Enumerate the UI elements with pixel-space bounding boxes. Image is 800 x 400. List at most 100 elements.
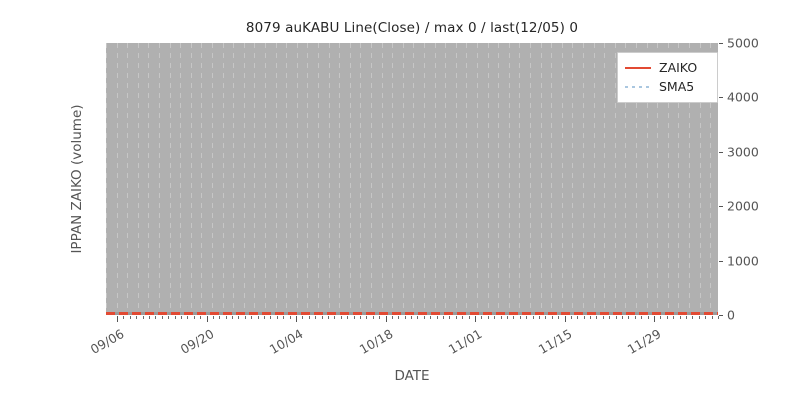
- gridline-vertical: [286, 43, 287, 315]
- x-tick-minor: [322, 316, 323, 319]
- gridline-vertical: [276, 43, 277, 315]
- solid-line-swatch: [625, 62, 651, 74]
- vertical-gridlines: [106, 43, 718, 315]
- x-tick-minor: [155, 316, 156, 319]
- gridline-vertical: [254, 43, 255, 315]
- x-tick-minor: [469, 316, 470, 319]
- gridline-vertical: [339, 43, 340, 315]
- x-tick-minor: [443, 316, 444, 319]
- x-tick-minor: [341, 316, 342, 319]
- y-tick-mark: [719, 151, 723, 153]
- x-tick-minor: [168, 316, 169, 319]
- y-tick-label: 3000: [727, 144, 759, 160]
- x-tick-minor: [379, 316, 380, 319]
- x-tick-minor: [175, 316, 176, 319]
- x-tick-minor: [373, 316, 374, 319]
- gridline-vertical: [403, 43, 404, 315]
- x-tick-minor: [130, 316, 131, 319]
- x-tick-minor: [609, 316, 610, 319]
- gridline-vertical: [488, 43, 489, 315]
- x-tick-minor: [226, 316, 227, 319]
- x-tick-minor: [590, 316, 591, 319]
- gridline-vertical: [594, 43, 595, 315]
- gridline-vertical: [392, 43, 393, 315]
- x-tick-minor: [424, 316, 425, 319]
- y-axis-title: IPPAN ZAIKO (volume): [69, 104, 85, 254]
- x-tick-minor: [616, 316, 617, 319]
- y-tick-mark: [719, 206, 723, 208]
- legend-item-sma5[interactable]: SMA5: [625, 77, 710, 96]
- x-tick-minor: [149, 316, 150, 319]
- x-tick-minor: [405, 316, 406, 319]
- x-tick-minor: [596, 316, 597, 319]
- x-tick-minor: [584, 316, 585, 319]
- x-tick-label: 09/20: [177, 326, 216, 358]
- gridline-vertical: [636, 43, 637, 315]
- gridline-vertical: [668, 43, 669, 315]
- x-tick-minor: [648, 316, 649, 319]
- x-tick-minor: [456, 316, 457, 319]
- x-tick-minor: [507, 316, 508, 319]
- x-tick-minor: [187, 316, 188, 319]
- x-tick-minor: [417, 316, 418, 319]
- chart-legend[interactable]: ZAIKO SMA5: [617, 52, 718, 103]
- x-tick-minor: [501, 316, 502, 319]
- gridline-vertical: [106, 43, 107, 315]
- x-tick-minor: [238, 316, 239, 319]
- gridline-vertical: [223, 43, 224, 315]
- gridline-vertical: [700, 43, 701, 315]
- x-tick-minor: [603, 316, 604, 319]
- gridline-vertical: [159, 43, 160, 315]
- gridline-vertical: [329, 43, 330, 315]
- gridline-vertical: [318, 43, 319, 315]
- gridline-vertical: [201, 43, 202, 315]
- legend-label-sma5: SMA5: [659, 79, 695, 94]
- gridline-vertical: [297, 43, 298, 315]
- x-tick-label: 10/04: [266, 326, 306, 358]
- x-tick-minor: [712, 316, 713, 319]
- gridline-vertical: [562, 43, 563, 315]
- x-tick-minor: [520, 316, 521, 319]
- gridline-vertical: [466, 43, 467, 315]
- legend-item-zaiko[interactable]: ZAIKO: [625, 58, 710, 77]
- x-tick-minor: [680, 316, 681, 319]
- x-tick-label: 09/06: [87, 326, 127, 358]
- gridline-vertical: [371, 43, 372, 315]
- x-tick-minor: [334, 316, 335, 319]
- x-tick-minor: [162, 316, 163, 319]
- gridline-vertical: [498, 43, 499, 315]
- gridline-vertical: [519, 43, 520, 315]
- x-tick-minor: [290, 316, 291, 319]
- legend-label-zaiko: ZAIKO: [659, 60, 698, 75]
- x-axis-title: DATE: [394, 368, 430, 384]
- x-tick-major: [296, 316, 297, 322]
- series-line-zaiko: [106, 312, 718, 315]
- x-tick-major: [117, 316, 118, 322]
- x-tick-minor: [245, 316, 246, 319]
- x-tick-minor: [181, 316, 182, 319]
- y-tick-label: 5000: [727, 35, 759, 51]
- x-tick-minor: [699, 316, 700, 319]
- y-tick-mark: [719, 260, 723, 262]
- x-tick-major: [654, 316, 655, 322]
- gridline-vertical: [572, 43, 573, 315]
- x-tick-minor: [143, 316, 144, 319]
- x-tick-minor: [577, 316, 578, 319]
- x-tick-label: 11/29: [624, 326, 664, 358]
- x-tick-minor: [251, 316, 252, 319]
- gridline-vertical: [435, 43, 436, 315]
- x-tick-minor: [526, 316, 527, 319]
- x-tick-minor: [718, 316, 719, 319]
- x-tick-minor: [232, 316, 233, 319]
- chart-title: 8079 auKABU Line(Close) / max 0 / last(1…: [245, 20, 579, 36]
- x-tick-minor: [270, 316, 271, 319]
- x-tick-minor: [673, 316, 674, 319]
- gridline-vertical: [509, 43, 510, 315]
- x-tick-minor: [481, 316, 482, 319]
- x-tick-minor: [136, 316, 137, 319]
- gridline-vertical: [689, 43, 690, 315]
- gridline-vertical: [138, 43, 139, 315]
- x-tick-minor: [123, 316, 124, 319]
- x-tick-minor: [494, 316, 495, 319]
